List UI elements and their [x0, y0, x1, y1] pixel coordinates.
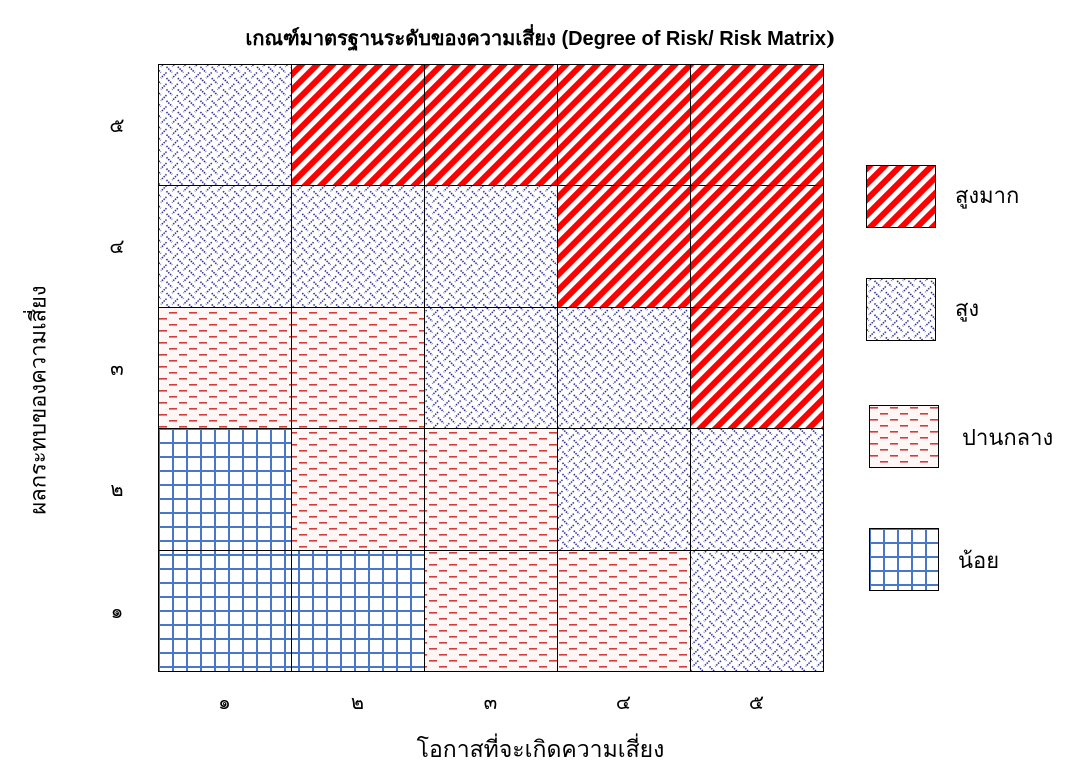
matrix-cell-r1-c3-very-high [424, 64, 557, 185]
matrix-cell-r4-c1-low [158, 428, 291, 550]
x-tick-label: ๑ [218, 690, 231, 714]
matrix-cell-r5-c4-medium [557, 550, 690, 671]
legend-swatch-very-high [866, 165, 936, 228]
risk-matrix [158, 64, 824, 672]
matrix-cell-r3-c4-high [557, 307, 690, 428]
x-tick-label: ๒ [350, 690, 365, 714]
matrix-cell-r3-c5-very-high [690, 307, 823, 428]
legend-label-high: สูง [955, 297, 980, 322]
matrix-cell-r2-c4-very-high [557, 185, 690, 307]
matrix-cell-r3-c3-high [424, 307, 557, 428]
matrix-cell-r1-c4-very-high [557, 64, 690, 185]
matrix-cell-r1-c2-very-high [291, 64, 424, 185]
legend-swatch-high [866, 278, 936, 341]
matrix-cell-r1-c5-very-high [690, 64, 823, 185]
matrix-cell-r3-c2-medium [291, 307, 424, 428]
x-axis-label: โอกาสที่จะเกิดความเสี่ยง [416, 737, 665, 763]
matrix-cell-r4-c3-medium [424, 428, 557, 550]
y-tick-label: ๕ [109, 112, 125, 137]
matrix-cell-r2-c3-high [424, 185, 557, 307]
x-tick-label: ๓ [483, 690, 498, 714]
matrix-cell-r2-c1-high [158, 185, 291, 307]
legend-label-low: น้อย [958, 549, 1000, 574]
matrix-cell-r4-c4-high [557, 428, 690, 550]
y-tick-label: ๔ [109, 234, 125, 258]
legend-swatch-medium [869, 405, 939, 468]
legend-label-medium: ปานกลาง [962, 426, 1054, 451]
y-tick-label: ๒ [110, 477, 124, 501]
title-english-close: ) [825, 26, 836, 50]
matrix-cell-r5-c5-high [690, 550, 823, 671]
matrix-cell-r2-c2-high [291, 185, 424, 307]
matrix-cell-r5-c2-low [291, 550, 424, 671]
matrix-cell-r2-c5-very-high [690, 185, 823, 307]
title-english-open: ( [555, 28, 569, 50]
chart-title: เกณฑ์มาตรฐานระดับของความเสี่ยง (Degree o… [0, 22, 1081, 54]
x-tick-label: ๕ [748, 690, 765, 714]
title-thai: เกณฑ์มาตรฐานระดับของความเสี่ยง [245, 26, 556, 50]
y-tick-label: ๑ [110, 598, 124, 623]
title-english: Degree of Risk/ Risk Matrix [568, 28, 826, 50]
legend-label-very-high: สูงมาก [955, 184, 1020, 209]
matrix-cell-r1-c1-high [158, 64, 291, 185]
matrix-cell-r5-c3-medium [424, 550, 557, 671]
legend-swatch-low [869, 528, 939, 591]
matrix-cell-r4-c5-high [690, 428, 823, 550]
matrix-cell-r4-c2-medium [291, 428, 424, 550]
matrix-cell-r3-c1-medium [158, 307, 291, 428]
x-tick-label: ๔ [615, 690, 632, 714]
matrix-cell-r5-c1-low [158, 550, 291, 671]
y-tick-label: ๓ [110, 355, 124, 380]
